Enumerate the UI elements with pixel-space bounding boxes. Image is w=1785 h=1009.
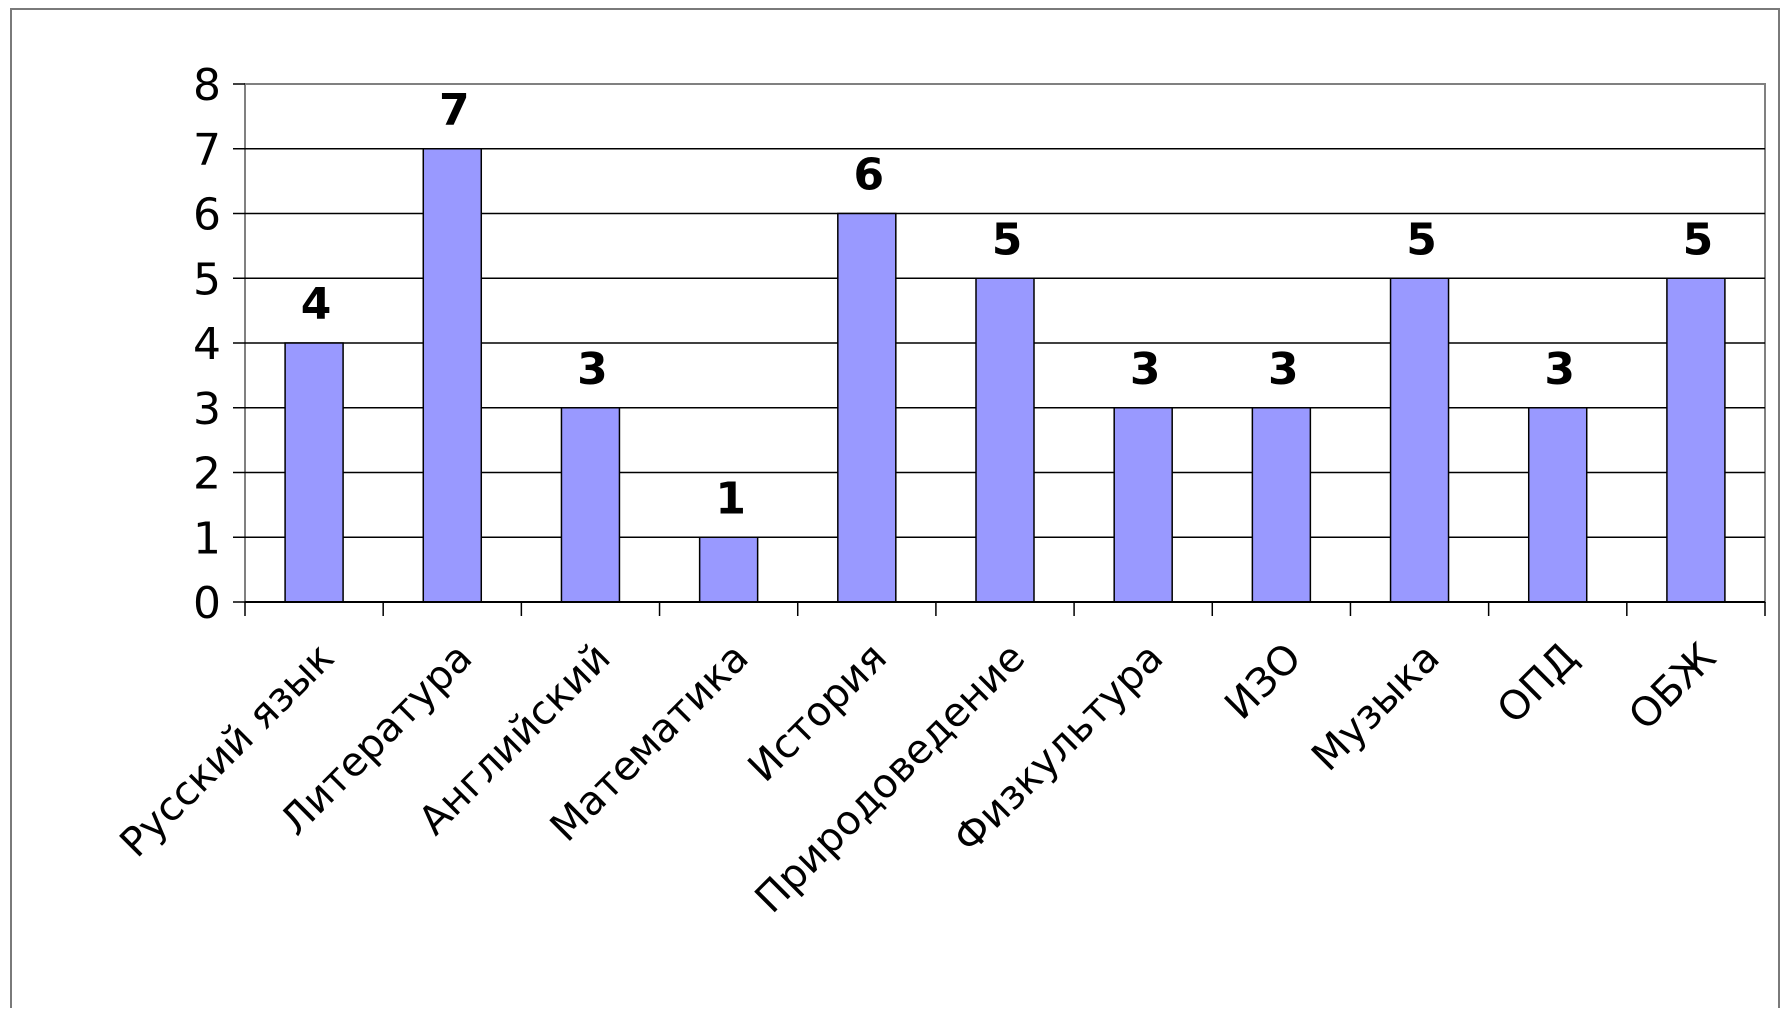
category-label-8: Музыка (1303, 635, 1448, 780)
y-tick-label-8: 8 (193, 60, 221, 111)
y-tick-label-4: 4 (193, 319, 221, 370)
category-label-7: ИЗО (1216, 635, 1310, 729)
bar-3 (698, 536, 759, 603)
bar-9 (1527, 407, 1588, 603)
data-label-0: 4 (301, 279, 332, 330)
y-tick-label-0: 0 (193, 578, 221, 629)
bars (284, 148, 1726, 603)
category-label-10: ОБЖ (1620, 635, 1725, 740)
y-tick-label-1: 1 (193, 513, 221, 564)
bar-6 (1113, 407, 1173, 603)
y-tick-label-7: 7 (193, 125, 221, 176)
bar-0 (284, 342, 344, 603)
category-label-5: Природоведение (747, 635, 1035, 923)
data-label-9: 3 (1544, 344, 1575, 395)
data-label-3: 1 (715, 473, 746, 524)
bar-4 (837, 212, 897, 603)
bar-2 (560, 407, 621, 603)
bar-7 (1251, 407, 1312, 603)
data-label-10: 5 (1683, 214, 1714, 265)
bar-10 (1666, 277, 1726, 603)
category-labels: Русский языкЛитератураАнглийскийМатемати… (111, 635, 1725, 923)
bar-8 (1389, 277, 1450, 603)
y-tick-label-3: 3 (193, 384, 221, 435)
x-axis-ticks (244, 601, 1766, 616)
bar-5 (975, 277, 1035, 603)
data-label-1: 7 (439, 85, 470, 136)
y-axis-ticks: 0 1 2 3 4 5 6 7 8 (193, 60, 245, 629)
bar-1 (422, 148, 483, 603)
data-labels: 4 7 3 1 6 5 3 3 5 3 5 (301, 85, 1713, 525)
category-label-9: ОПД (1489, 635, 1587, 733)
y-tick-label-2: 2 (193, 449, 221, 500)
y-tick-label-5: 5 (193, 254, 221, 305)
data-label-8: 5 (1406, 214, 1437, 265)
data-label-6: 3 (1130, 344, 1161, 395)
data-label-4: 6 (854, 150, 885, 201)
data-label-5: 5 (992, 214, 1023, 265)
y-tick-label-6: 6 (193, 190, 221, 241)
data-label-2: 3 (577, 344, 608, 395)
data-label-7: 3 (1268, 344, 1299, 395)
